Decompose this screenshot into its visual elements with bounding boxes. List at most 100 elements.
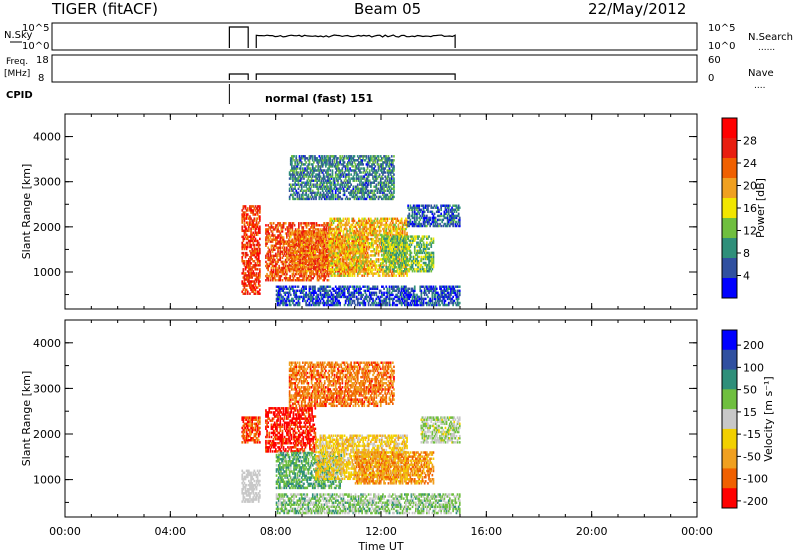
scatter-cell xyxy=(254,244,256,246)
scatter-cell xyxy=(294,224,296,226)
freq-label-2: [MHz] xyxy=(4,69,30,79)
scatter-cell xyxy=(267,224,269,226)
scatter-cell xyxy=(338,300,340,302)
scatter-cell xyxy=(257,217,259,219)
scatter-cell xyxy=(405,228,407,230)
scatter-cell xyxy=(417,270,419,272)
scatter-cell xyxy=(254,260,256,262)
scatter-cell xyxy=(412,235,414,237)
scatter-cell xyxy=(283,226,285,228)
scatter-cell xyxy=(368,254,370,256)
scatter-cell xyxy=(411,256,413,258)
scatter-cell xyxy=(323,300,325,302)
scatter-cell xyxy=(325,258,327,260)
scatter-cell xyxy=(317,246,319,248)
scatter-cell xyxy=(374,254,376,256)
scatter-cell xyxy=(340,275,342,277)
scatter-cell xyxy=(395,226,397,228)
scatter-cell xyxy=(441,221,443,223)
scatter-cell xyxy=(243,289,245,291)
scatter-cell xyxy=(349,286,351,288)
scatter-cell xyxy=(259,250,261,252)
scatter-cell xyxy=(429,217,431,219)
scatter-cell xyxy=(290,304,292,306)
scatter-cell xyxy=(360,254,362,256)
scatter-cell xyxy=(245,205,247,207)
scatter-cell xyxy=(359,228,361,230)
scatter-cell xyxy=(458,213,460,215)
scatter-cell xyxy=(440,215,442,217)
scatter-cell xyxy=(401,294,403,296)
scatter-cell xyxy=(305,292,307,294)
scatter-cell xyxy=(414,215,416,217)
scatter-cell xyxy=(289,286,291,288)
scatter-cell xyxy=(367,275,369,277)
scatter-cell xyxy=(430,238,432,240)
scatter-cell xyxy=(316,268,318,270)
scatter-cell xyxy=(241,280,243,282)
scatter-cell xyxy=(339,236,341,238)
scatter-cell xyxy=(365,286,367,288)
scatter-cell xyxy=(243,252,245,254)
scatter-cell xyxy=(326,233,328,235)
scatter-cell xyxy=(265,245,267,247)
scatter-cell xyxy=(259,211,261,213)
scatter-cell xyxy=(303,262,305,264)
scatter-cell xyxy=(290,294,292,296)
scatter-cell xyxy=(340,270,342,272)
scatter-cell xyxy=(302,270,304,272)
scatter-cell xyxy=(390,264,392,266)
scatter-cell xyxy=(421,250,423,252)
scatter-cell xyxy=(310,286,312,288)
scatter-cell xyxy=(393,275,395,277)
scatter-cell xyxy=(435,217,437,219)
scatter-cell xyxy=(373,248,375,250)
scatter-cell xyxy=(313,266,315,268)
scatter-cell xyxy=(428,205,430,207)
scatter-cell xyxy=(241,226,243,228)
scatter-cell xyxy=(392,294,394,296)
scatter-cell xyxy=(421,244,423,246)
scatter-cell xyxy=(338,234,340,236)
scatter-cell xyxy=(306,226,308,228)
scatter-cell xyxy=(254,217,256,219)
scatter-cell xyxy=(358,298,360,300)
scatter-cell xyxy=(418,235,420,237)
scatter-cell xyxy=(416,246,418,248)
scatter-cell xyxy=(250,262,252,264)
scatter-cell xyxy=(347,230,349,232)
scatter-cell xyxy=(302,233,304,235)
scatter-cell xyxy=(358,248,360,250)
scatter-cell xyxy=(277,226,279,228)
scatter-cell xyxy=(243,268,245,270)
scatter-cell xyxy=(385,246,387,248)
scatter-cell xyxy=(282,279,284,281)
scatter-cell xyxy=(412,209,414,211)
scatter-cell xyxy=(378,260,380,262)
scatter-cell xyxy=(440,225,442,227)
scatter-cell xyxy=(411,252,413,254)
scatter-cell xyxy=(399,235,401,237)
scatter-cell xyxy=(377,230,379,232)
scatter-cell xyxy=(312,270,314,272)
scatter-cell xyxy=(286,271,288,273)
scatter-cell xyxy=(286,259,288,261)
nsearch-tick-low: 10^0 xyxy=(708,41,735,52)
scatter-cell xyxy=(279,277,281,279)
scatter-cell xyxy=(406,242,408,244)
scatter-cell xyxy=(428,270,430,272)
freq-label-1: Freq. xyxy=(6,57,28,67)
scatter-cell xyxy=(414,288,416,290)
scatter-cell xyxy=(395,246,397,248)
scatter-cell xyxy=(347,264,349,266)
scatter-cell xyxy=(282,286,284,288)
scatter-cell xyxy=(244,238,246,240)
scatter-cell xyxy=(333,264,335,266)
scatter-cell xyxy=(399,275,401,277)
scatter-cell xyxy=(383,235,385,237)
scatter-cell xyxy=(310,266,312,268)
scatter-cell xyxy=(287,304,289,306)
nsearch-dots: ...... xyxy=(758,43,775,53)
scatter-cell xyxy=(349,252,351,254)
scatter-cell xyxy=(259,217,261,219)
